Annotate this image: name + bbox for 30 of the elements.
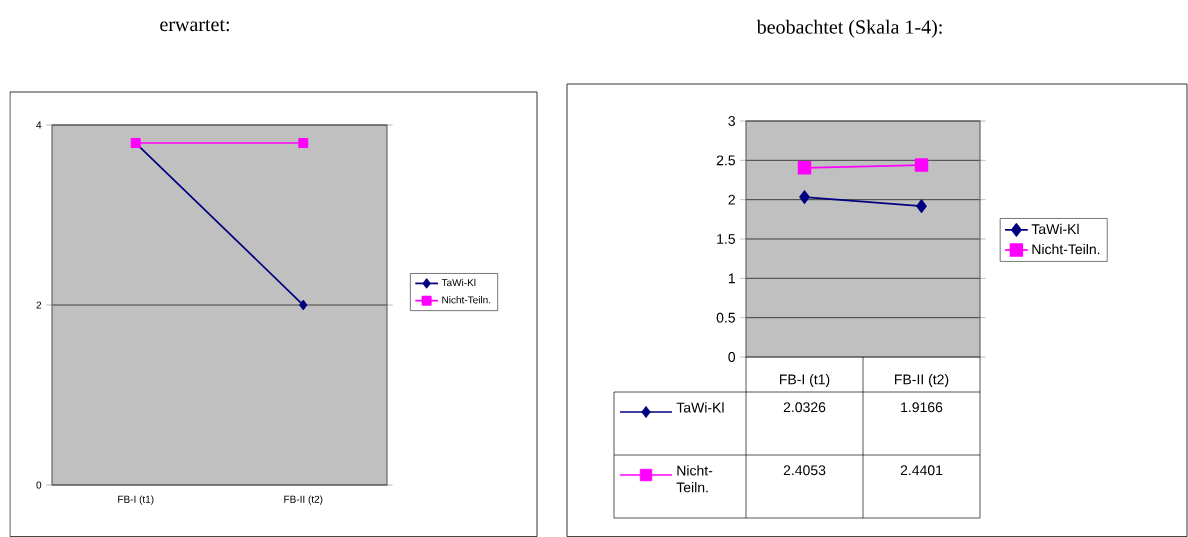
chart-title: beobachtet (Skala 1-4): [756, 19, 942, 38]
data-label: 2.4401 [900, 465, 943, 476]
y-tick-label: 3 [728, 116, 735, 126]
y-tick-label: 0 [728, 352, 736, 362]
y-tick-label: 0.5 [716, 312, 736, 323]
legend-label: TaWi-Kl [1031, 223, 1079, 235]
legend-label: Nicht-Teiln. [1032, 243, 1100, 255]
x-tick-label: FB-I (t1) [779, 374, 830, 388]
chart-title: erwartet: [160, 19, 229, 32]
y-tick-label: 2 [728, 194, 735, 205]
x-tick-label: FB-II (t2) [895, 374, 949, 388]
legend-label: TaWi-Kl [441, 278, 476, 287]
y-tick-label: 1.5 [717, 234, 736, 244]
text: Nicht-Teiln. [676, 465, 713, 493]
y-tick-label: 2 [36, 301, 42, 309]
legend-label: Nicht-Teiln. [442, 296, 491, 304]
data-label: 2.0326 [783, 402, 826, 413]
y-tick-label: 1 [728, 273, 735, 284]
x-tick-label: FB-I (t1) [118, 495, 154, 505]
point [799, 190, 810, 204]
point [914, 158, 929, 172]
y-tick-label: 0 [36, 481, 42, 489]
y-tick-label: 4 [36, 121, 42, 129]
point [916, 199, 927, 213]
x-tick-label: FB-II (t2) [284, 495, 323, 505]
point [797, 161, 812, 175]
text: TaWi-Kl [676, 402, 724, 413]
data-label: 1.9166 [901, 402, 943, 413]
data-label: 2.4053 [783, 465, 826, 476]
y-tick-label: 2.5 [716, 155, 736, 166]
